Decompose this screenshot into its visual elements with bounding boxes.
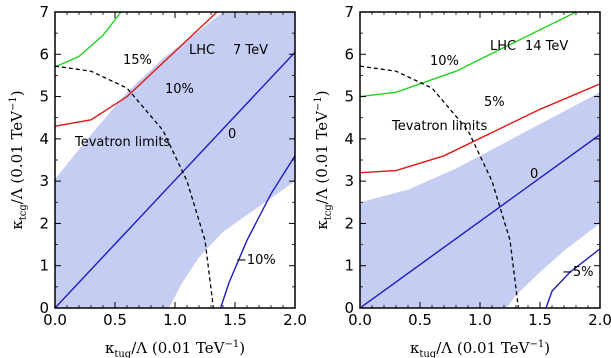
label-5pct: 5% [484,95,505,110]
label-0: 0 [530,167,538,182]
plot-content-left [55,12,295,308]
x-axis-ticks: 0.0 0.5 1.0 1.5 2.0 [43,12,307,329]
y-tick-label: 3 [39,172,49,190]
label-minus10pct: −10% [236,253,276,268]
x-axis-ticks: 0.0 0.5 1.0 1.5 2.0 [348,12,611,329]
tevatron-limits-label: Tevatron limits [391,119,487,134]
annotation-energy: 14 TeV [525,39,568,54]
series-line [360,83,600,174]
y-tick-label: 7 [39,3,49,21]
y-tick-label: 1 [39,257,49,275]
x-tick-label: 1.0 [468,311,492,329]
x-tick-label: 0.0 [43,311,67,329]
tevatron-limit-curve [55,65,215,308]
x-tick-label: 1.0 [163,311,187,329]
label-10pct: 10% [165,82,194,97]
x-tick-label: 2.0 [588,311,611,329]
label-10pct: 10% [430,54,459,69]
x-axis-label-left: κtug/Λ (0.01 TeV−1) [105,339,245,358]
series-line [360,134,600,308]
series-line [55,51,295,308]
x-tick-label: 0.0 [348,311,372,329]
label-minus5pct: −5% [562,265,594,280]
series-line [55,12,122,68]
series-line [55,12,218,127]
y-tick-label: 1 [344,257,354,275]
y-axis-label-right: κtcg/Λ (0.01 TeV−1) [313,90,334,229]
series-line [545,248,600,308]
x-tick-label: 0.5 [103,311,127,329]
series-line [360,12,577,98]
x-tick-label: 1.5 [223,311,247,329]
y-axis-ticks: 0 1 2 3 4 5 6 7 [344,3,600,317]
annotation-lhc: LHC [189,43,215,58]
y-tick-label: 4 [39,130,49,148]
y-tick-label: 7 [344,3,354,21]
label-15pct: 15% [123,53,152,68]
x-axis-label-right: κtug/Λ (0.01 TeV−1) [410,339,550,358]
x-tick-label: 1.5 [528,311,552,329]
tevatron-limit-curve [360,65,520,308]
x-tick-label: 2.0 [283,311,307,329]
tevatron-limits-label: Tevatron limits [74,135,170,150]
y-tick-label: 0 [344,299,354,317]
annotation-energy: 7 TeV [233,43,268,58]
y-tick-label: 3 [344,172,354,190]
x-tick-label: 0.5 [408,311,432,329]
y-axis-ticks: 0 1 2 3 4 5 6 7 [39,3,295,317]
y-tick-label: 0 [39,299,49,317]
y-tick-label: 6 [344,45,354,63]
y-axis-label-left: κtcg/Λ (0.01 TeV−1) [8,90,29,229]
y-tick-label: 2 [39,214,49,232]
series-line [219,155,295,308]
y-tick-label: 2 [344,214,354,232]
chart-left: 0.0 0.5 1.0 1.5 2.0 0 1 2 3 4 5 6 7 LHC 7 TeV 15% 1… [39,3,306,329]
uncertainty-band [360,12,600,308]
uncertainty-band [55,12,295,308]
label-0: 0 [228,127,236,142]
y-tick-label: 4 [344,130,354,148]
annotation-lhc: LHC [490,39,516,54]
y-tick-label: 5 [344,88,354,106]
y-tick-label: 6 [39,45,49,63]
plot-content-right [360,12,600,308]
y-tick-label: 5 [39,88,49,106]
